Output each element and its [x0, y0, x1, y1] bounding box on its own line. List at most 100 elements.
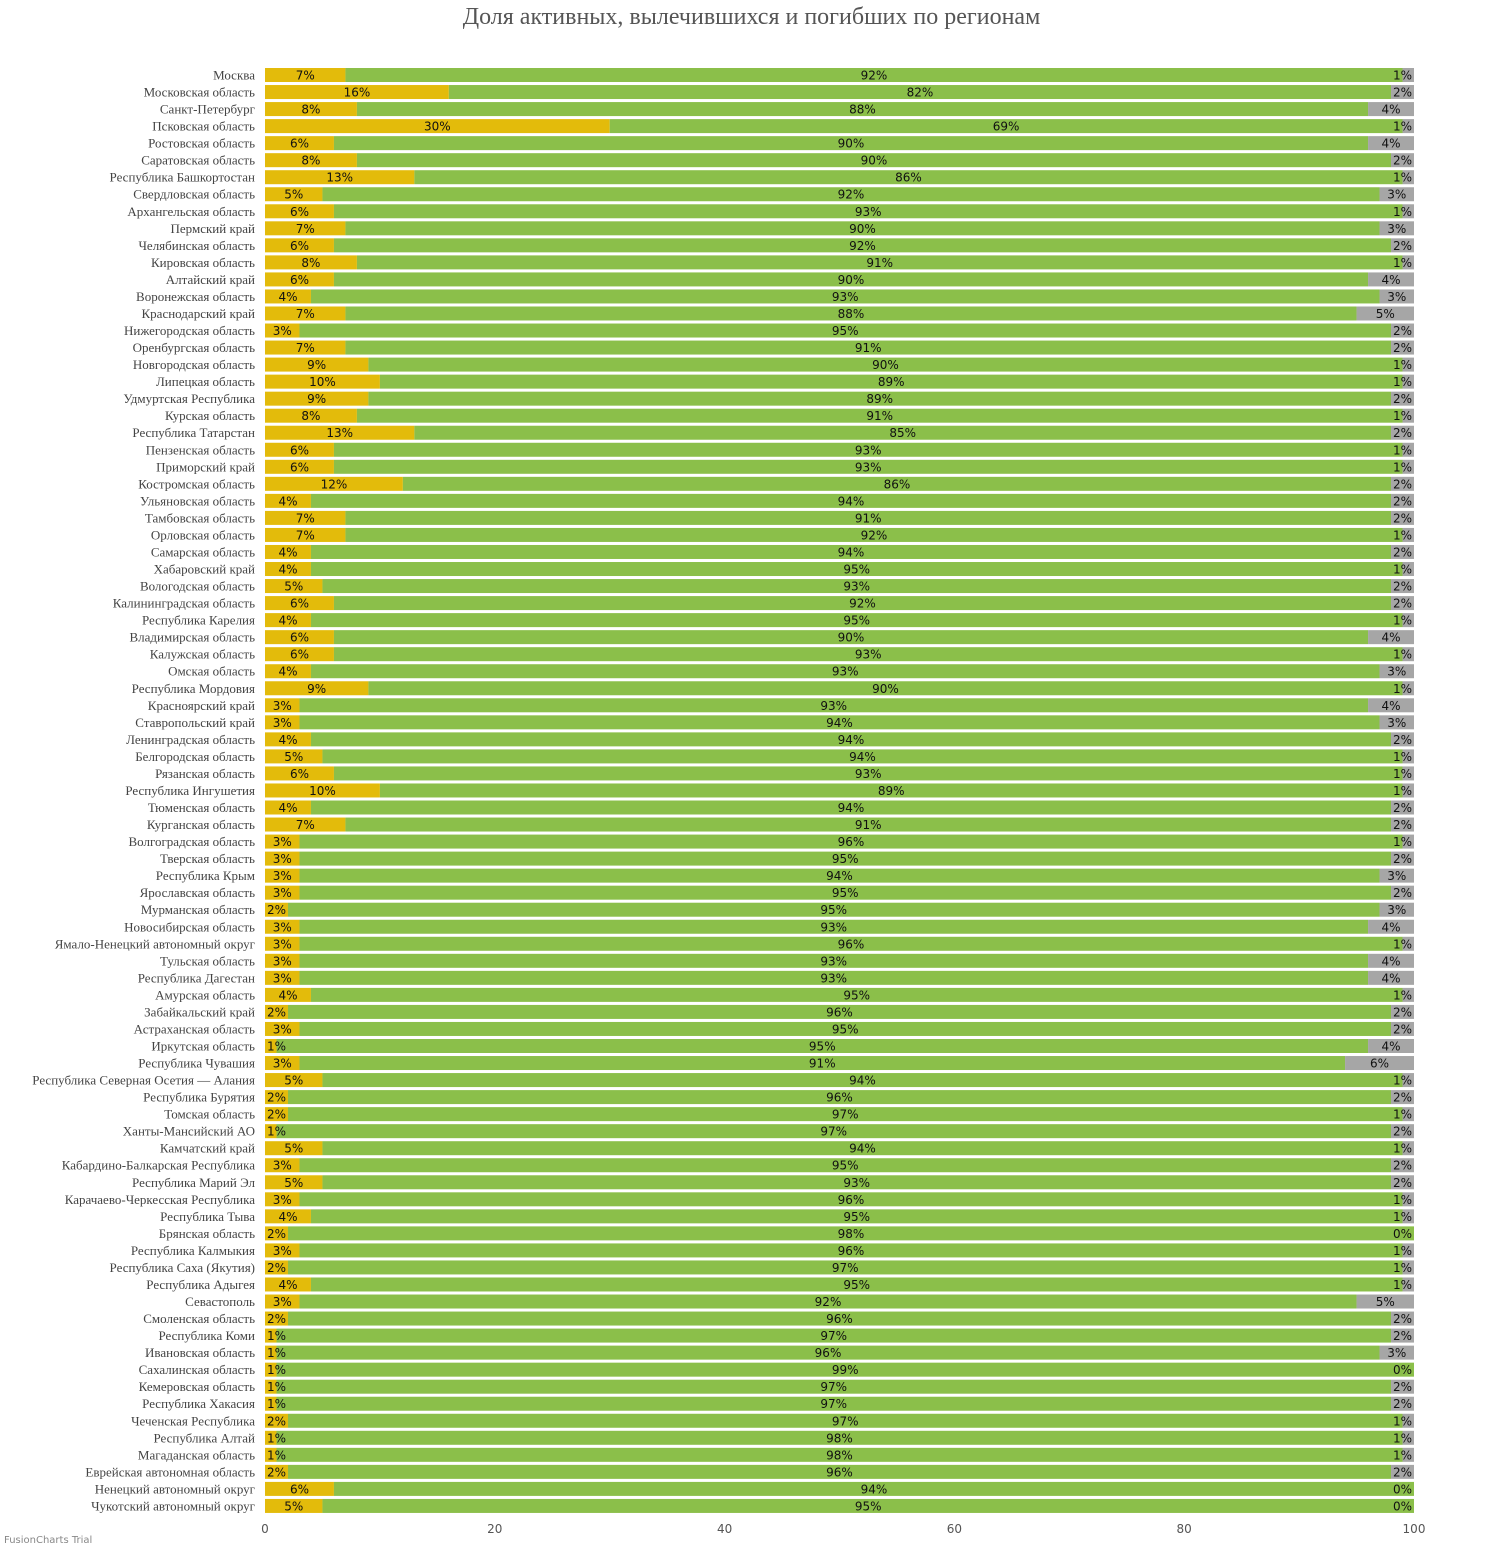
- category-label: Республика Хакасия: [142, 1396, 255, 1411]
- bar-segment-active: [265, 391, 369, 406]
- bar-segment-active: [265, 698, 300, 713]
- data-label: 1%: [1393, 256, 1412, 270]
- bar-segment-deceased: [1402, 562, 1414, 577]
- bar-segment-deceased: [1379, 1345, 1414, 1360]
- bar-segment-recovered: [276, 1362, 1414, 1377]
- data-label: 6%: [290, 205, 309, 219]
- data-label: 4%: [278, 665, 297, 679]
- data-label: 69%: [993, 120, 1020, 134]
- category-label: Республика Адыгея: [146, 1277, 255, 1292]
- data-label: 8%: [301, 409, 320, 423]
- bar-segment-recovered: [345, 306, 1357, 321]
- bar-segment-recovered: [333, 766, 1403, 781]
- category-label: Томская область: [164, 1107, 255, 1122]
- data-label: 2%: [1393, 1329, 1412, 1343]
- data-label: 2%: [1393, 392, 1412, 406]
- x-tick-label: 0: [261, 1522, 269, 1536]
- bar-segment-recovered: [287, 1260, 1403, 1275]
- data-label: 1%: [1393, 460, 1412, 474]
- category-label: Ямало-Ненецкий автономный округ: [55, 936, 255, 951]
- data-label: 1%: [1393, 1414, 1412, 1428]
- data-label: 94%: [849, 750, 876, 764]
- data-label: 4%: [278, 545, 297, 559]
- bar-segment-recovered: [333, 136, 1369, 151]
- data-label: 6%: [290, 1482, 309, 1496]
- bar-segment-deceased: [1391, 851, 1414, 866]
- data-label: 91%: [866, 256, 893, 270]
- bar-segment-deceased: [1379, 902, 1414, 917]
- data-label: 4%: [1381, 920, 1400, 934]
- bar-segment-deceased: [1391, 732, 1414, 747]
- data-label: 90%: [838, 631, 865, 645]
- bar-segment-deceased: [1356, 306, 1414, 321]
- bar-segment-recovered: [276, 1447, 1403, 1462]
- data-label: 2%: [267, 1227, 286, 1241]
- data-label: 4%: [278, 563, 297, 577]
- bar-segment-deceased: [1391, 153, 1414, 168]
- bar-segment-recovered: [276, 1345, 1380, 1360]
- data-label: 1%: [1393, 120, 1412, 134]
- bar-segment-active: [265, 1158, 300, 1173]
- data-label: 4%: [278, 733, 297, 747]
- category-label: Республика Дагестан: [138, 970, 255, 985]
- bar-segment-deceased: [1391, 85, 1414, 100]
- data-label: 3%: [273, 1244, 292, 1258]
- bar-segment-deceased: [1391, 1175, 1414, 1190]
- bar-segment-deceased: [1402, 783, 1414, 798]
- data-label: 8%: [301, 154, 320, 168]
- bar-segment-active: [265, 153, 357, 168]
- bar-segment-active: [265, 493, 311, 508]
- data-label: 7%: [296, 341, 315, 355]
- data-label: 4%: [1381, 1039, 1400, 1053]
- bar-segment-deceased: [1402, 936, 1414, 951]
- data-label: 96%: [838, 1193, 865, 1207]
- data-label: 93%: [832, 290, 859, 304]
- data-label: 91%: [855, 818, 882, 832]
- bar-segment-active: [265, 527, 346, 542]
- bar-segment-deceased: [1402, 1260, 1414, 1275]
- bar-segment-recovered: [333, 204, 1403, 219]
- data-label: 8%: [301, 256, 320, 270]
- category-label: Республика Крым: [156, 868, 255, 883]
- category-label: Республика Татарстан: [132, 425, 255, 440]
- data-label: 95%: [843, 1210, 870, 1224]
- bar-segment-deceased: [1402, 1141, 1414, 1156]
- bar-segment-deceased: [1402, 119, 1414, 134]
- bar-segment-deceased: [1402, 1107, 1414, 1122]
- bar-segment-active: [265, 340, 346, 355]
- category-label: Республика Тыва: [160, 1209, 255, 1224]
- data-label: 1%: [1393, 69, 1412, 83]
- bar-segment-active: [265, 783, 380, 798]
- category-label: Республика Марий Эл: [132, 1175, 255, 1190]
- data-label: 1%: [267, 1431, 286, 1445]
- bar-segment-active: [265, 579, 323, 594]
- bar-segment-deceased: [1379, 221, 1414, 236]
- bar-segment-active: [265, 1056, 300, 1071]
- bar-segment-active: [265, 1396, 277, 1411]
- bar-segment-active: [265, 204, 334, 219]
- data-label: 16%: [344, 86, 371, 100]
- data-label: 94%: [838, 733, 865, 747]
- data-label: 2%: [1393, 886, 1412, 900]
- bar-segment-recovered: [448, 85, 1392, 100]
- bar-segment-active: [265, 544, 311, 559]
- category-label: Курская область: [165, 408, 255, 423]
- data-label: 93%: [820, 954, 847, 968]
- bar-segment-recovered: [333, 442, 1403, 457]
- bar-segment-deceased: [1402, 527, 1414, 542]
- bar-segment-recovered: [322, 1073, 1403, 1088]
- bar-segment-deceased: [1379, 868, 1414, 883]
- data-label: 3%: [273, 886, 292, 900]
- bar-segment-active: [265, 868, 300, 883]
- data-label: 86%: [895, 171, 922, 185]
- bar-segment-active: [265, 221, 346, 236]
- category-label: Чукотский автономный округ: [91, 1498, 255, 1513]
- bar-segment-recovered: [310, 1209, 1403, 1224]
- bar-segment-deceased: [1391, 340, 1414, 355]
- category-label: Воронежская область: [136, 289, 255, 304]
- category-label: Саратовская область: [141, 153, 255, 168]
- bar-segment-recovered: [345, 68, 1403, 82]
- bar-segment-recovered: [299, 936, 1403, 951]
- bar-segment-recovered: [310, 1277, 1403, 1292]
- category-label: Республика Чувашия: [138, 1056, 255, 1071]
